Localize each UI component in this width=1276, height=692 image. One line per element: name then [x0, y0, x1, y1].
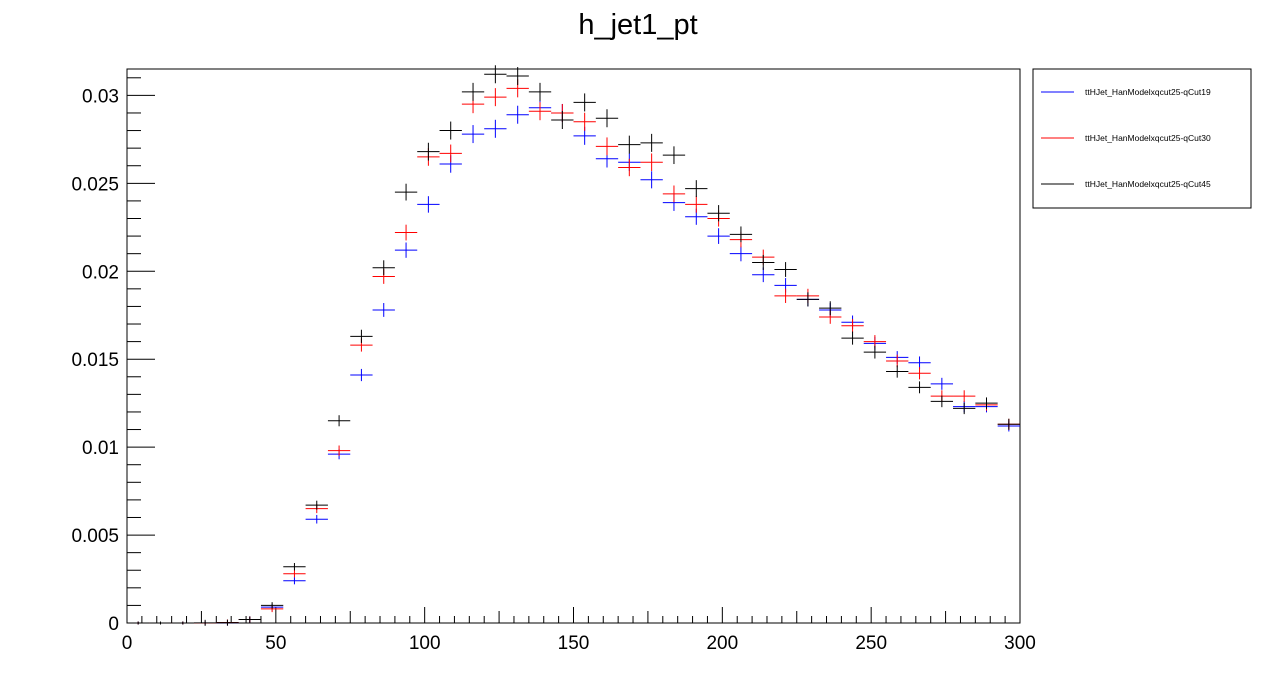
data-point [595, 137, 619, 156]
data-point [305, 500, 328, 510]
data-point [439, 144, 462, 163]
data-point [863, 345, 887, 359]
chart-title: h_jet1_pt [578, 9, 697, 41]
x-tick-label: 0 [122, 633, 133, 654]
data-point [975, 397, 998, 409]
data-point [796, 292, 820, 307]
data-point [372, 303, 395, 317]
legend-label-1: ttHJet_HanModelxqcut25-qCut30 [1085, 133, 1211, 143]
data-point [908, 356, 931, 369]
data-point [506, 105, 529, 124]
data-point [640, 133, 663, 152]
data-point [350, 329, 373, 343]
y-axis: 0 0.005 0.01 0.015 0.02 0.025 0.03 [71, 77, 155, 635]
data-point [528, 102, 552, 121]
y-tick-label: 0.005 [71, 526, 119, 547]
data-point [171, 621, 194, 625]
data-point [216, 619, 239, 626]
data-point [908, 367, 931, 380]
plot-frame [126, 68, 1021, 624]
data-point [484, 119, 507, 138]
data-point [350, 368, 373, 382]
data-point [685, 196, 708, 213]
data-point [327, 445, 351, 456]
y-tick-label: 0.03 [82, 86, 119, 107]
x-tick-label: 250 [855, 633, 887, 654]
data-point [484, 65, 507, 84]
data-point [461, 82, 485, 101]
data-point [662, 146, 686, 165]
data-point [372, 260, 395, 276]
data-point [886, 365, 909, 378]
data-point [305, 514, 328, 524]
data-point [394, 224, 418, 241]
data-point [595, 109, 619, 128]
data-point [930, 395, 954, 408]
data-point [327, 415, 351, 427]
series-0 [127, 98, 1020, 626]
y-tick-label: 0.015 [71, 350, 119, 371]
data-point [640, 171, 663, 189]
data-point [953, 390, 976, 402]
data-point [149, 621, 172, 625]
data-point [953, 402, 976, 415]
y-tick-label: 0.02 [82, 262, 119, 283]
data-point [283, 563, 306, 571]
data-point [841, 331, 864, 345]
legend-label-0: ttHJet_HanModelxqcut25-qCut19 [1085, 87, 1211, 97]
x-tick-label: 50 [265, 633, 286, 654]
data-point [461, 125, 485, 144]
x-tick-label: 100 [409, 633, 441, 654]
data-point [193, 619, 217, 626]
data-point [283, 570, 306, 578]
data-point [283, 577, 306, 585]
data-point [707, 205, 730, 222]
data-point [729, 226, 753, 243]
data-point [506, 67, 529, 86]
data-series [127, 65, 1020, 626]
data-point [886, 354, 909, 368]
legend: ttHJet_HanModelxqcut25-qCut19 ttHJet_Han… [1032, 68, 1252, 209]
data-point [930, 377, 954, 390]
data-point [841, 319, 864, 333]
data-point [752, 254, 775, 270]
data-point [774, 262, 797, 277]
data-point [774, 288, 797, 303]
data-point [417, 142, 440, 161]
data-point [908, 381, 931, 394]
data-point [484, 88, 507, 107]
data-point [662, 185, 686, 203]
x-axis: 0 50 100 150 200 250 300 [122, 607, 1036, 654]
data-point [819, 301, 842, 316]
data-point [573, 112, 596, 131]
data-point [618, 158, 641, 177]
series-2 [127, 65, 1020, 626]
y-tick-label: 0 [108, 614, 119, 635]
legend-label-2: ttHJet_HanModelxqcut25-qCut45 [1085, 179, 1211, 189]
data-point [640, 153, 663, 171]
data-point [685, 180, 708, 198]
x-tick-label: 200 [706, 633, 738, 654]
x-tick-label: 150 [558, 633, 590, 654]
data-point [394, 242, 418, 258]
data-point [707, 228, 730, 244]
data-point [997, 418, 1020, 430]
data-point [417, 196, 440, 213]
y-tick-label: 0.025 [71, 174, 119, 195]
data-point [238, 616, 261, 623]
data-point [439, 121, 462, 140]
x-tick-label: 300 [1004, 633, 1036, 654]
data-point [260, 602, 284, 609]
data-point [729, 246, 753, 262]
data-point [551, 111, 574, 130]
data-point [127, 621, 150, 625]
data-point [528, 82, 552, 101]
data-point [618, 135, 641, 154]
y-tick-label: 0.01 [82, 438, 119, 459]
data-point [573, 93, 596, 112]
data-point [394, 183, 418, 201]
